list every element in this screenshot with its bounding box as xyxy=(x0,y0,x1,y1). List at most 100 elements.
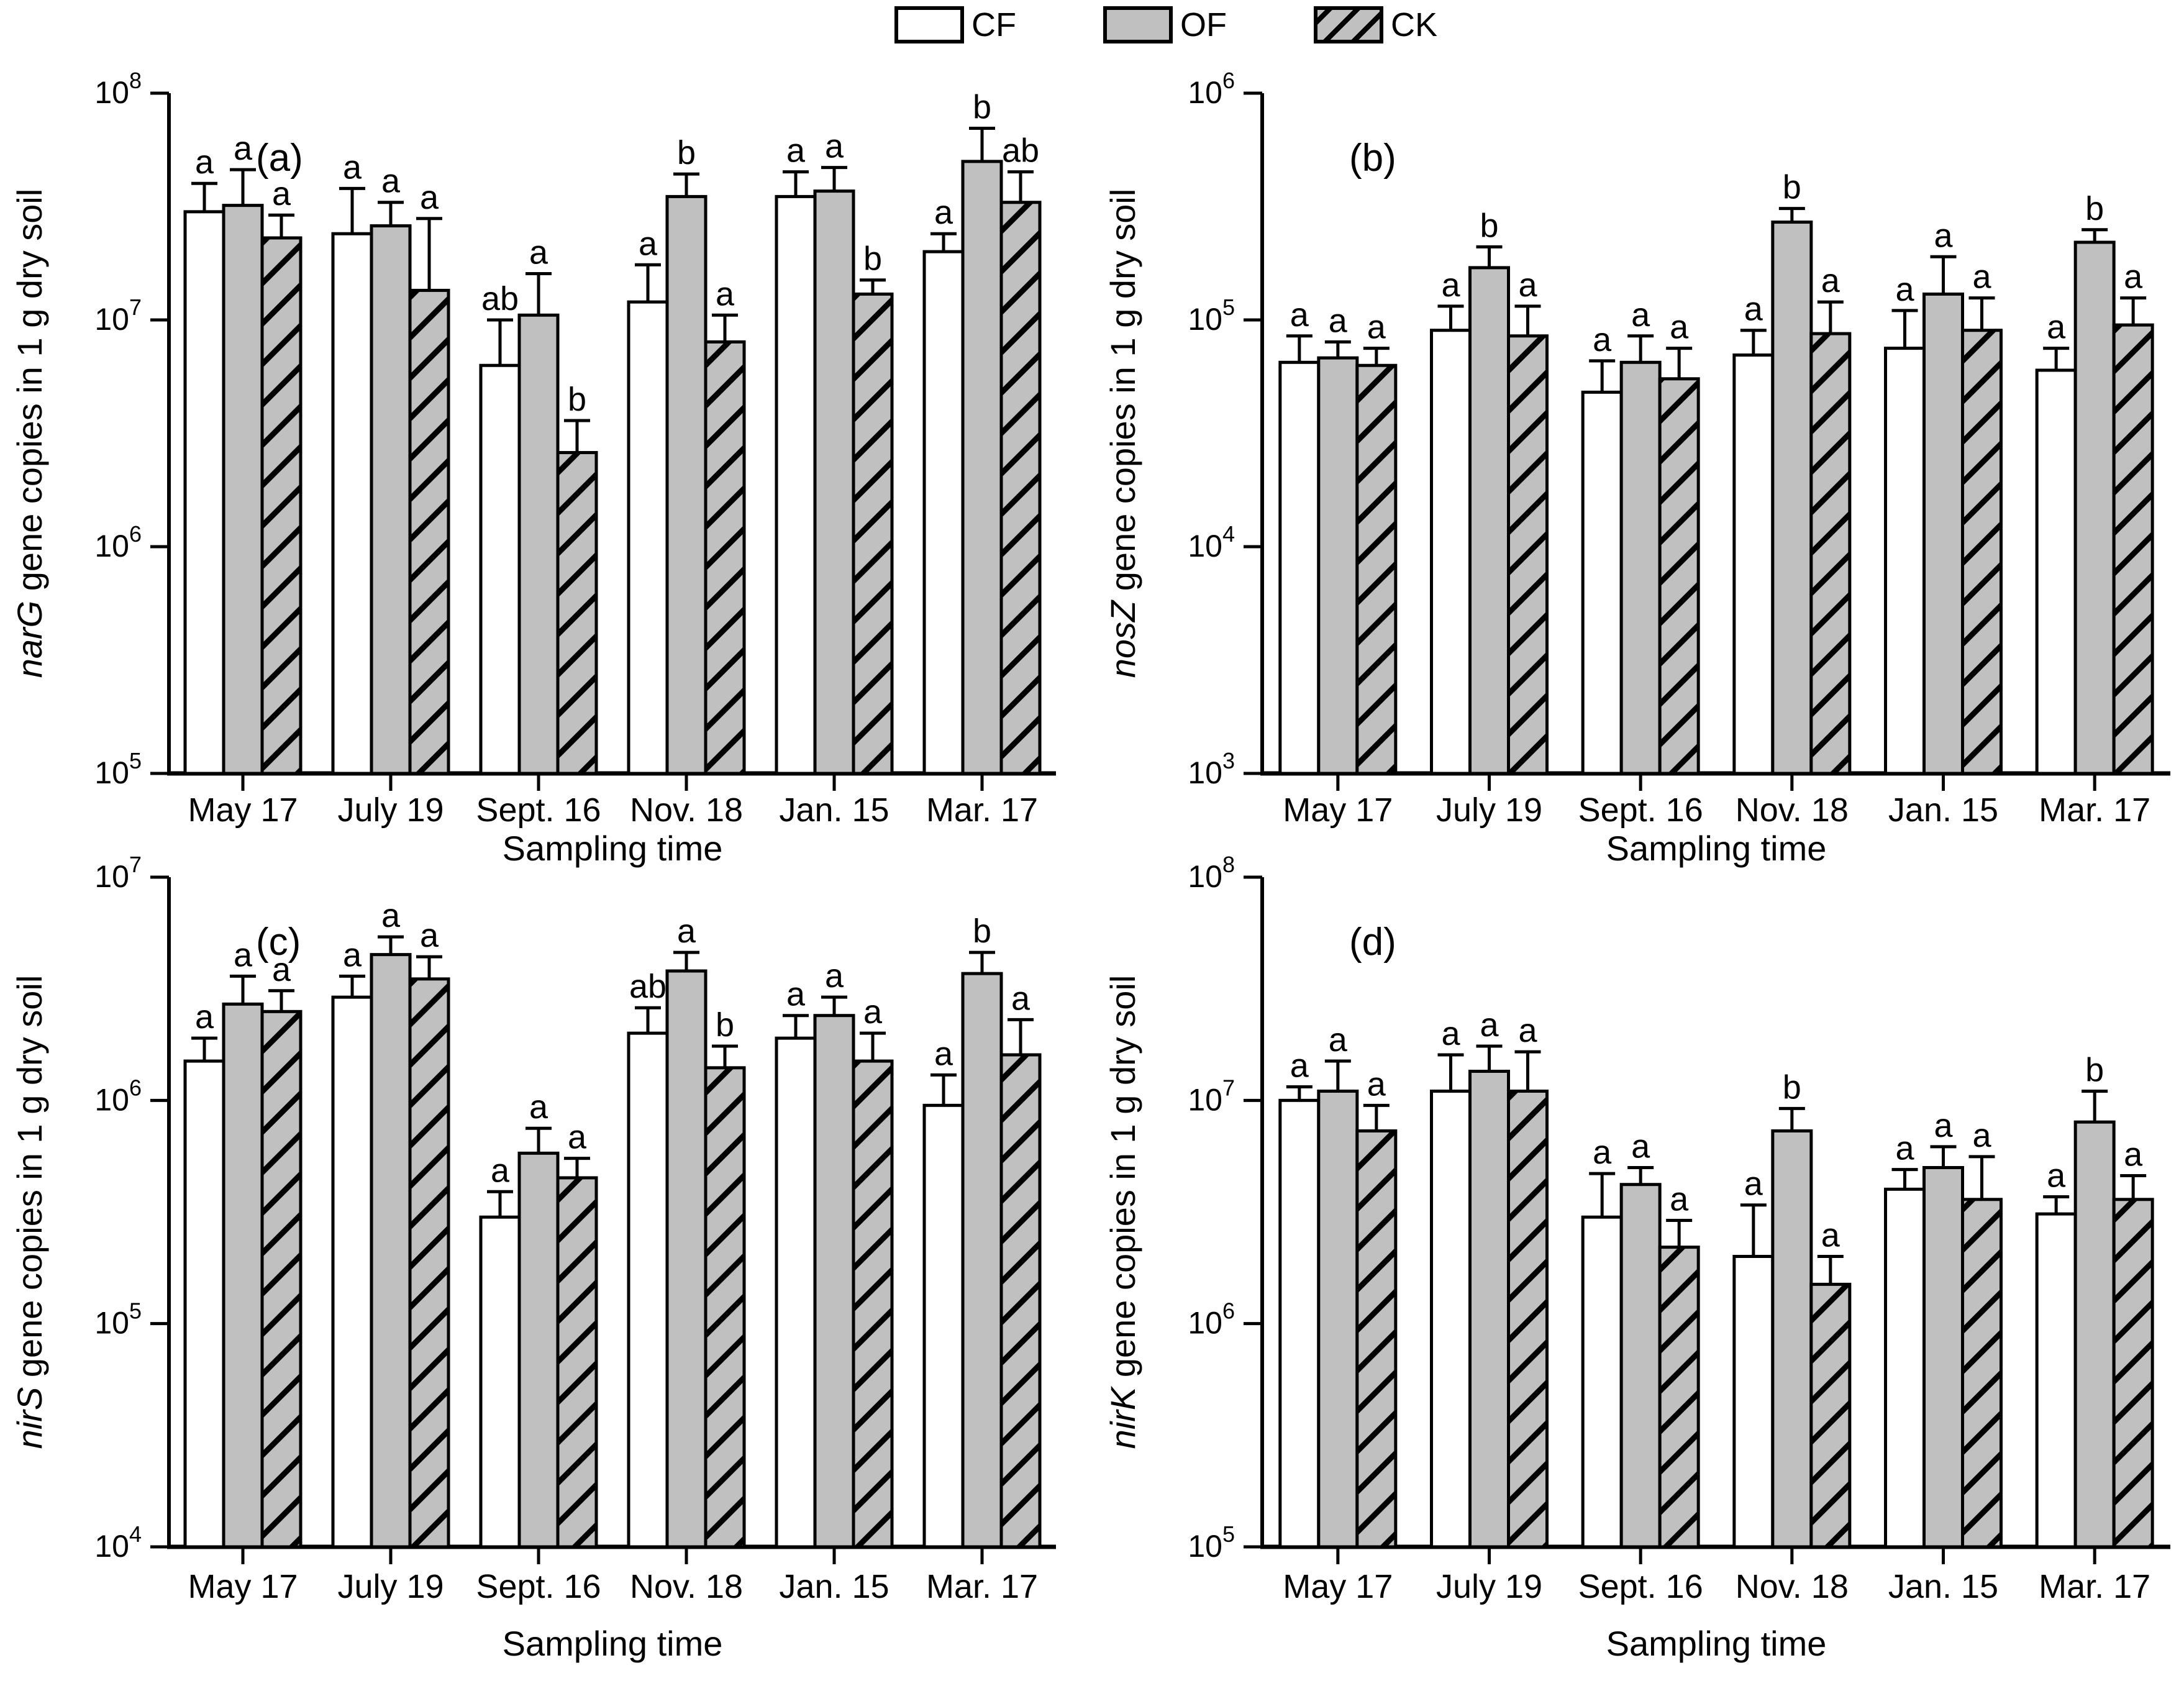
bar-ck xyxy=(2112,1198,2154,1549)
bar-of xyxy=(1922,292,1964,775)
legend-label-ck: CK xyxy=(1390,6,1437,43)
y-tick-label: 106 xyxy=(1188,1298,1235,1341)
x-tick-label: July 19 xyxy=(1436,1568,1542,1605)
bar-cf xyxy=(1430,1089,1472,1549)
significance-letter: b xyxy=(2085,190,2104,227)
bar-of xyxy=(1771,1129,1813,1549)
significance-letter: a xyxy=(529,234,548,271)
bar-of xyxy=(961,160,1003,775)
significance-letter: a xyxy=(1934,217,1953,254)
bar-of xyxy=(961,972,1003,1549)
significance-letter: a xyxy=(825,957,844,995)
x-tick-label: Nov. 18 xyxy=(630,791,743,829)
bar-ck xyxy=(1355,1129,1398,1549)
y-tick-label: 105 xyxy=(1188,294,1235,337)
bar-ck xyxy=(704,1066,746,1549)
x-tick-label: Mar. 17 xyxy=(2039,791,2150,829)
significance-letter: a xyxy=(1895,1130,1914,1167)
significance-letter: a xyxy=(639,225,658,262)
bar-of xyxy=(517,1151,560,1549)
bar-cf xyxy=(183,210,225,775)
bar-cf xyxy=(1278,360,1321,775)
ck-swatch-icon xyxy=(1313,6,1383,43)
bar-cf xyxy=(1581,390,1623,775)
legend-item-ck: CK xyxy=(1313,6,1437,43)
x-tick-label: Jan. 15 xyxy=(1888,1568,1998,1605)
bar-cf xyxy=(922,1103,965,1549)
significance-letter: b xyxy=(1783,1069,1801,1106)
bar-of xyxy=(370,224,412,775)
significance-letter: a xyxy=(1290,1047,1309,1085)
y-axis-title: narG gene copies in 1 g dry soil xyxy=(10,189,49,678)
bar-cf xyxy=(627,300,669,775)
significance-letter: a xyxy=(1934,1107,1953,1144)
bar-cf xyxy=(479,1215,521,1549)
x-tick-label: Mar. 17 xyxy=(926,1568,1038,1605)
significance-letter: a xyxy=(343,936,362,973)
bar-of xyxy=(2073,240,2116,775)
panel-tag: (c) xyxy=(256,921,301,964)
y-tick-label: 106 xyxy=(94,521,142,563)
bar-of xyxy=(1468,1070,1510,1549)
y-axis-title: nosZ gene copies in 1 g dry soil xyxy=(1103,189,1142,678)
bar-of xyxy=(1619,1183,1662,1549)
bar-of xyxy=(1771,221,1813,775)
bar-of xyxy=(222,1002,264,1549)
bar-ck xyxy=(1961,329,2003,775)
significance-letter: a xyxy=(825,128,844,165)
x-tick-label: Mar. 17 xyxy=(926,791,1038,829)
y-axis-title: nirS gene copies in 1 g dry soil xyxy=(10,975,49,1449)
y-tick-label: 105 xyxy=(94,1298,142,1341)
significance-letter: a xyxy=(195,998,214,1036)
x-tick-label: Nov. 18 xyxy=(630,1568,743,1605)
x-tick-label: May 17 xyxy=(188,1568,298,1605)
significance-letter: b xyxy=(677,134,696,171)
significance-letter: a xyxy=(1972,258,1991,296)
bar-of xyxy=(813,189,855,775)
x-tick-label: May 17 xyxy=(188,791,298,829)
bar-ck xyxy=(1355,363,1398,775)
y-tick-label: 107 xyxy=(94,852,142,894)
x-axis-title: Sampling time xyxy=(503,829,723,868)
significance-letter: a xyxy=(2047,1157,2066,1194)
y-tick-label: 103 xyxy=(1188,748,1235,790)
bar-cf xyxy=(1884,347,1926,775)
cf-swatch-icon xyxy=(894,6,964,43)
bar-ck xyxy=(999,1053,1042,1549)
bar-of xyxy=(370,953,412,1549)
bar-cf xyxy=(627,1031,669,1549)
significance-letter: a xyxy=(2047,309,2066,346)
bar-ck xyxy=(1961,1198,2003,1549)
x-tick-label: Sept. 16 xyxy=(1578,1568,1703,1605)
bar-cf xyxy=(331,232,373,775)
significance-letter: a xyxy=(1367,309,1386,346)
significance-letter: a xyxy=(1441,1015,1460,1052)
significance-letter: a xyxy=(1631,296,1650,334)
bar-ck xyxy=(260,236,303,775)
bar-ck xyxy=(999,201,1042,775)
bar-cf xyxy=(1430,329,1472,775)
bar-ck xyxy=(1809,332,1852,775)
significance-letter: b xyxy=(568,381,586,418)
significance-letter: a xyxy=(381,897,401,934)
x-axis-title: Sampling time xyxy=(1606,1624,1827,1663)
significance-letter: a xyxy=(1670,1181,1689,1218)
x-tick-label: Jan. 15 xyxy=(1888,791,1998,829)
bar-ck xyxy=(1658,377,1700,775)
bar-cf xyxy=(922,250,965,775)
legend: CF OF CK xyxy=(894,6,1437,43)
significance-letter: a xyxy=(1972,1117,1991,1154)
x-tick-label: Nov. 18 xyxy=(1736,1568,1849,1605)
y-tick-label: 106 xyxy=(94,1075,142,1117)
significance-letter: a xyxy=(272,175,291,212)
significance-letter: b xyxy=(973,89,991,126)
bar-ck xyxy=(1507,334,1549,775)
y-tick-label: 107 xyxy=(1188,1075,1235,1117)
bar-of xyxy=(222,204,264,775)
significance-letter: a xyxy=(1518,1012,1537,1049)
y-tick-label: 105 xyxy=(1188,1521,1235,1564)
legend-item-cf: CF xyxy=(894,6,1016,43)
